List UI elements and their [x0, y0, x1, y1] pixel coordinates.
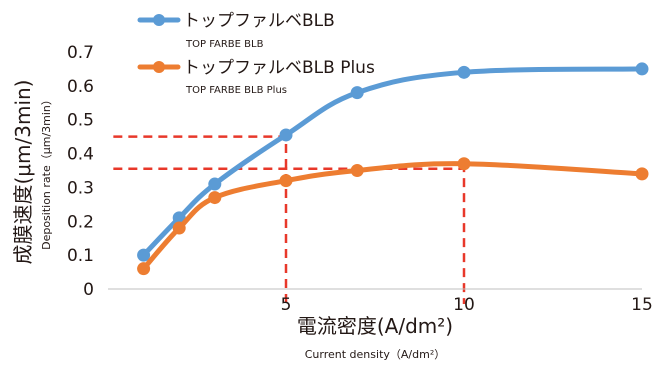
y-tick-label: 0 — [83, 280, 94, 300]
legend-label-blb-plus: トップファルベBLB Plus — [183, 58, 375, 78]
data-point — [137, 262, 151, 276]
data-point — [350, 86, 364, 100]
y-tick-label: 0.7 — [67, 43, 94, 63]
x-tick-label: 5 — [281, 295, 292, 315]
legend-label-blb: トップファルベBLB — [183, 11, 335, 31]
y-tick-labels: 0 0.1 0.2 0.3 0.4 0.5 0.6 0.7 — [67, 43, 94, 300]
legend-marker-blb-plus — [153, 61, 165, 73]
data-point — [208, 191, 222, 205]
y-tick-label: 0.6 — [67, 77, 94, 97]
data-point — [457, 157, 471, 171]
data-point — [350, 164, 364, 177]
y-tick-label: 0.5 — [67, 111, 94, 131]
data-point — [457, 65, 471, 79]
legend-item-blb-plus: トップファルベBLB Plus TOP FARBE BLB Plus — [137, 58, 375, 96]
data-point — [635, 62, 649, 76]
x-axis-title: 電流密度(A/dm²) — [297, 314, 453, 338]
reference-line — [113, 135, 288, 304]
y-tick-label: 0.4 — [67, 145, 94, 165]
data-point — [172, 221, 186, 235]
data-point — [137, 248, 151, 262]
x-axis-subtitle: Current density（A/dm²） — [305, 348, 445, 361]
legend-sublabel-blb: TOP FARBE BLB — [185, 39, 264, 50]
x-tick-label: 15 — [631, 295, 653, 315]
data-point — [208, 177, 222, 191]
series-1 — [137, 157, 649, 276]
series-line — [141, 66, 645, 258]
reference-line — [113, 167, 466, 304]
reference-lines — [113, 135, 466, 304]
series-layer — [137, 62, 649, 276]
y-tick-label: 0.2 — [67, 212, 94, 232]
data-point — [635, 167, 649, 181]
y-tick-label: 0.1 — [67, 246, 94, 266]
legend-marker-blb — [153, 14, 165, 26]
legend-sublabel-blb-plus: TOP FARBE BLB Plus — [185, 85, 287, 96]
data-point — [279, 128, 293, 142]
data-point — [279, 174, 293, 188]
y-axis-title: 成膜速度(μm/3min) — [11, 80, 35, 265]
y-axis-subtitle: Deposition rate（μm/3min） — [40, 94, 53, 250]
x-tick-labels: 5 10 15 — [281, 295, 653, 315]
legend: トップファルベBLB TOP FARBE BLB トップファルベBLB Plus… — [137, 11, 375, 96]
legend-item-blb: トップファルベBLB TOP FARBE BLB — [137, 11, 335, 50]
y-tick-label: 0.3 — [67, 178, 94, 198]
x-tick-label: 10 — [453, 295, 475, 315]
